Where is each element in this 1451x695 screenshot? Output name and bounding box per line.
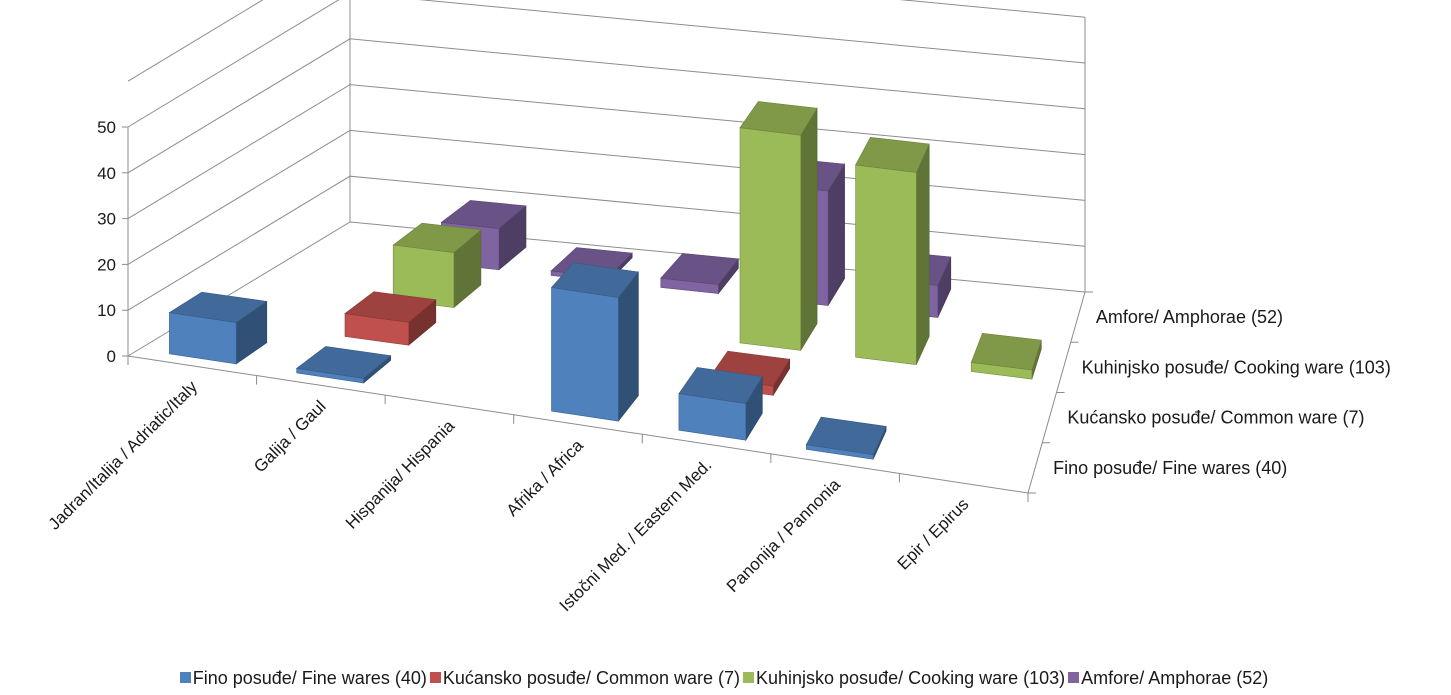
chart-bars: [168, 101, 1042, 460]
x-tick-label: Hispanija/ Hispania: [342, 416, 459, 533]
bar-top: [805, 416, 887, 456]
y-tick-label: 0: [107, 347, 116, 366]
chart-3d-column: 0 10 20 30 40 50 Jadran/Italija / Adriatic/It…: [45, 0, 1391, 615]
bar-top: [392, 222, 482, 253]
gridline: [127, 0, 1086, 128]
x-tick-label: Epir / Epirus: [894, 495, 973, 574]
x-tick-label: Istočni Med. / Eastern Med.: [556, 455, 716, 615]
bar-top: [855, 136, 930, 173]
series-axis-label: Amfore/ Amphorae (52): [1096, 307, 1283, 327]
legend-swatch: [742, 672, 754, 683]
legend-swatch: [429, 672, 441, 683]
legend-label: Kućansko posuđe/ Common ware (7): [442, 668, 740, 688]
bar-side: [618, 271, 639, 422]
legend-label: Kuhinjsko posuđe/ Cooking ware (103): [755, 668, 1066, 688]
bar: [678, 367, 763, 442]
legend: Fino posuđe/ Fine wares (40) Kućansko pos…: [0, 668, 1451, 689]
bar-top: [739, 101, 818, 136]
bar: [550, 262, 639, 422]
x-tick-label: Galija / Gaul: [250, 397, 330, 477]
series-axis-label: Kuhinjsko posuđe/ Cooking ware (103): [1082, 357, 1391, 377]
gridline: [127, 38, 1086, 174]
legend-swatch: [1068, 672, 1080, 683]
wall-top-edge: [127, 0, 1086, 82]
bar: [660, 253, 739, 295]
y-tick-label: 10: [97, 301, 116, 320]
x-axis-line: [127, 355, 1029, 494]
legend-item: Kućansko posuđe/ Common ware (7): [429, 668, 740, 689]
bar-top: [660, 253, 739, 285]
y-axis: 0 10 20 30 40 50: [97, 118, 129, 366]
bar-top: [295, 346, 392, 379]
bar: [855, 136, 930, 366]
bar-side: [915, 143, 930, 365]
bar: [739, 101, 818, 352]
y-tick-label: 50: [97, 118, 116, 137]
bar-side: [800, 107, 818, 352]
x-tick-label: Afrika / Africa: [503, 436, 588, 521]
bar: [805, 416, 887, 460]
series-axis-label: Fino posuđe/ Fine wares (40): [1053, 458, 1287, 478]
legend-label: Fino posuđe/ Fine wares (40): [192, 668, 427, 688]
series-axis: Fino posuđe/ Fine wares (40) Kućansko pos…: [1027, 291, 1391, 494]
bar-top: [970, 332, 1042, 371]
y-tick-label: 20: [97, 255, 116, 274]
legend-swatch: [179, 672, 191, 683]
bar: [168, 291, 268, 365]
bar-front: [739, 127, 802, 351]
x-tick-label: Jadran/Italija / Adriatic/Italy: [45, 377, 202, 534]
legend-item: Fino posuđe/ Fine wares (40): [179, 668, 427, 689]
bar-front: [551, 287, 619, 422]
bar-top: [168, 291, 268, 323]
bar-top: [440, 200, 527, 229]
bar-top: [678, 367, 763, 404]
y-tick-label: 30: [97, 210, 116, 229]
y-tick-label: 40: [97, 164, 116, 183]
legend-item: Kuhinjsko posuđe/ Cooking ware (103): [742, 668, 1066, 689]
legend-label: Amfore/ Amphorae (52): [1081, 668, 1269, 688]
bar: [970, 332, 1042, 380]
x-tick-label: Panonija / Pannonia: [723, 475, 844, 596]
gridline: [127, 129, 1086, 265]
legend-item: Amfore/ Amphorae (52): [1068, 668, 1268, 689]
bar-top: [344, 291, 437, 323]
bar: [295, 346, 392, 384]
series-axis-label: Kućansko posuđe/ Common ware (7): [1067, 408, 1364, 428]
bar-front: [855, 164, 917, 366]
gridline: [127, 84, 1086, 220]
bar-top: [550, 262, 639, 298]
bar: [392, 222, 482, 309]
bar: [344, 291, 437, 346]
